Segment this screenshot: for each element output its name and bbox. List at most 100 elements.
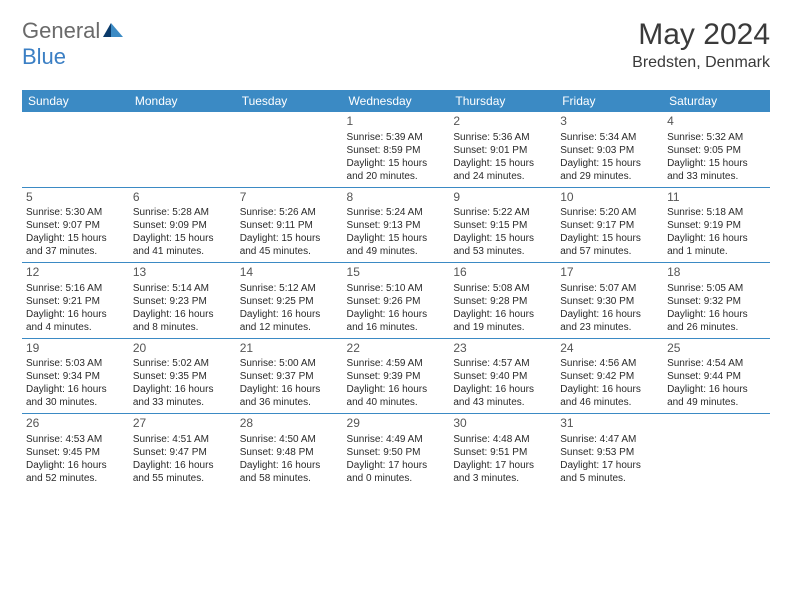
weekday-header: Wednesday: [343, 90, 450, 112]
calendar-day: 2Sunrise: 5:36 AMSunset: 9:01 PMDaylight…: [449, 112, 556, 187]
sunrise-line: Sunrise: 5:03 AM: [26, 357, 125, 370]
day-number: 31: [560, 416, 659, 432]
logo-triangle-icon: [102, 18, 124, 44]
daylight-line: Daylight: 17 hours and 0 minutes.: [347, 459, 446, 485]
sunrise-line: Sunrise: 5:22 AM: [453, 206, 552, 219]
sunrise-line: Sunrise: 5:02 AM: [133, 357, 232, 370]
sunset-line: Sunset: 8:59 PM: [347, 144, 446, 157]
daylight-line: Daylight: 16 hours and 52 minutes.: [26, 459, 125, 485]
location: Bredsten, Denmark: [632, 54, 770, 72]
weekday-header: Saturday: [663, 90, 770, 112]
sunrise-line: Sunrise: 5:00 AM: [240, 357, 339, 370]
weekday-header: Monday: [129, 90, 236, 112]
calendar-day: 9Sunrise: 5:22 AMSunset: 9:15 PMDaylight…: [449, 187, 556, 263]
daylight-line: Daylight: 15 hours and 53 minutes.: [453, 232, 552, 258]
daylight-line: Daylight: 15 hours and 33 minutes.: [667, 157, 766, 183]
calendar-day: 12Sunrise: 5:16 AMSunset: 9:21 PMDayligh…: [22, 263, 129, 339]
calendar-day: 3Sunrise: 5:34 AMSunset: 9:03 PMDaylight…: [556, 112, 663, 187]
sunset-line: Sunset: 9:26 PM: [347, 295, 446, 308]
daylight-line: Daylight: 15 hours and 45 minutes.: [240, 232, 339, 258]
sunset-line: Sunset: 9:03 PM: [560, 144, 659, 157]
calendar-day: 14Sunrise: 5:12 AMSunset: 9:25 PMDayligh…: [236, 263, 343, 339]
daylight-line: Daylight: 16 hours and 58 minutes.: [240, 459, 339, 485]
daylight-line: Daylight: 16 hours and 1 minute.: [667, 232, 766, 258]
daylight-line: Daylight: 16 hours and 23 minutes.: [560, 308, 659, 334]
sunrise-line: Sunrise: 5:26 AM: [240, 206, 339, 219]
calendar-day: 28Sunrise: 4:50 AMSunset: 9:48 PMDayligh…: [236, 414, 343, 489]
daylight-line: Daylight: 15 hours and 49 minutes.: [347, 232, 446, 258]
logo: GeneralBlue: [22, 18, 124, 70]
daylight-line: Daylight: 15 hours and 41 minutes.: [133, 232, 232, 258]
calendar-day: [236, 112, 343, 187]
sunset-line: Sunset: 9:11 PM: [240, 219, 339, 232]
sunset-line: Sunset: 9:15 PM: [453, 219, 552, 232]
sunrise-line: Sunrise: 5:32 AM: [667, 131, 766, 144]
day-number: 20: [133, 341, 232, 357]
day-number: 17: [560, 265, 659, 281]
sunset-line: Sunset: 9:35 PM: [133, 370, 232, 383]
day-number: 8: [347, 190, 446, 206]
day-number: 15: [347, 265, 446, 281]
sunrise-line: Sunrise: 5:18 AM: [667, 206, 766, 219]
daylight-line: Daylight: 16 hours and 12 minutes.: [240, 308, 339, 334]
daylight-line: Daylight: 16 hours and 49 minutes.: [667, 383, 766, 409]
calendar-day: 11Sunrise: 5:18 AMSunset: 9:19 PMDayligh…: [663, 187, 770, 263]
calendar-day: 27Sunrise: 4:51 AMSunset: 9:47 PMDayligh…: [129, 414, 236, 489]
sunset-line: Sunset: 9:51 PM: [453, 446, 552, 459]
weekday-header: Sunday: [22, 90, 129, 112]
day-number: 19: [26, 341, 125, 357]
sunrise-line: Sunrise: 4:51 AM: [133, 433, 232, 446]
sunrise-line: Sunrise: 4:50 AM: [240, 433, 339, 446]
sunset-line: Sunset: 9:01 PM: [453, 144, 552, 157]
sunset-line: Sunset: 9:25 PM: [240, 295, 339, 308]
sunset-line: Sunset: 9:42 PM: [560, 370, 659, 383]
sunset-line: Sunset: 9:34 PM: [26, 370, 125, 383]
calendar-day: 20Sunrise: 5:02 AMSunset: 9:35 PMDayligh…: [129, 338, 236, 414]
sunrise-line: Sunrise: 5:14 AM: [133, 282, 232, 295]
sunset-line: Sunset: 9:37 PM: [240, 370, 339, 383]
calendar-day: 19Sunrise: 5:03 AMSunset: 9:34 PMDayligh…: [22, 338, 129, 414]
day-number: 21: [240, 341, 339, 357]
calendar-day: [22, 112, 129, 187]
weekday-header: Friday: [556, 90, 663, 112]
daylight-line: Daylight: 15 hours and 29 minutes.: [560, 157, 659, 183]
sunrise-line: Sunrise: 4:56 AM: [560, 357, 659, 370]
day-number: 5: [26, 190, 125, 206]
daylight-line: Daylight: 17 hours and 3 minutes.: [453, 459, 552, 485]
calendar-day: 5Sunrise: 5:30 AMSunset: 9:07 PMDaylight…: [22, 187, 129, 263]
sunrise-line: Sunrise: 5:10 AM: [347, 282, 446, 295]
calendar-day: 8Sunrise: 5:24 AMSunset: 9:13 PMDaylight…: [343, 187, 450, 263]
sunrise-line: Sunrise: 4:53 AM: [26, 433, 125, 446]
calendar-day: 4Sunrise: 5:32 AMSunset: 9:05 PMDaylight…: [663, 112, 770, 187]
daylight-line: Daylight: 16 hours and 8 minutes.: [133, 308, 232, 334]
calendar-day: 1Sunrise: 5:39 AMSunset: 8:59 PMDaylight…: [343, 112, 450, 187]
sunset-line: Sunset: 9:05 PM: [667, 144, 766, 157]
calendar-body: 1Sunrise: 5:39 AMSunset: 8:59 PMDaylight…: [22, 112, 770, 489]
sunrise-line: Sunrise: 5:08 AM: [453, 282, 552, 295]
day-number: 26: [26, 416, 125, 432]
weekday-header: Tuesday: [236, 90, 343, 112]
sunrise-line: Sunrise: 4:49 AM: [347, 433, 446, 446]
calendar-day: 17Sunrise: 5:07 AMSunset: 9:30 PMDayligh…: [556, 263, 663, 339]
sunset-line: Sunset: 9:17 PM: [560, 219, 659, 232]
sunrise-line: Sunrise: 4:47 AM: [560, 433, 659, 446]
daylight-line: Daylight: 16 hours and 46 minutes.: [560, 383, 659, 409]
sunset-line: Sunset: 9:09 PM: [133, 219, 232, 232]
weekday-header-row: SundayMondayTuesdayWednesdayThursdayFrid…: [22, 90, 770, 112]
sunset-line: Sunset: 9:53 PM: [560, 446, 659, 459]
sunrise-line: Sunrise: 5:30 AM: [26, 206, 125, 219]
logo-text-general: General: [22, 18, 100, 44]
sunrise-line: Sunrise: 5:34 AM: [560, 131, 659, 144]
sunrise-line: Sunrise: 4:57 AM: [453, 357, 552, 370]
daylight-line: Daylight: 15 hours and 24 minutes.: [453, 157, 552, 183]
calendar-week: 1Sunrise: 5:39 AMSunset: 8:59 PMDaylight…: [22, 112, 770, 187]
calendar-day: [663, 414, 770, 489]
day-number: 12: [26, 265, 125, 281]
calendar-week: 12Sunrise: 5:16 AMSunset: 9:21 PMDayligh…: [22, 263, 770, 339]
daylight-line: Daylight: 16 hours and 33 minutes.: [133, 383, 232, 409]
daylight-line: Daylight: 15 hours and 37 minutes.: [26, 232, 125, 258]
calendar-day: 31Sunrise: 4:47 AMSunset: 9:53 PMDayligh…: [556, 414, 663, 489]
sunrise-line: Sunrise: 5:39 AM: [347, 131, 446, 144]
title-block: May 2024 Bredsten, Denmark: [632, 18, 770, 72]
daylight-line: Daylight: 15 hours and 20 minutes.: [347, 157, 446, 183]
